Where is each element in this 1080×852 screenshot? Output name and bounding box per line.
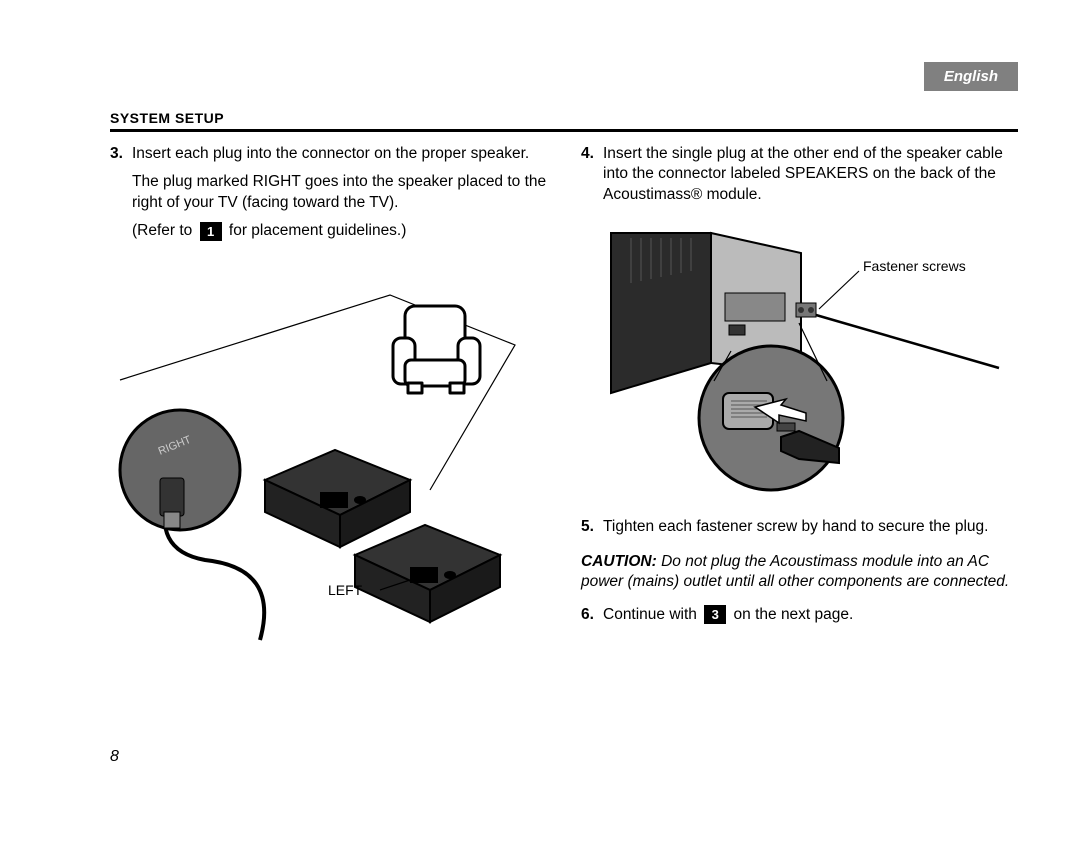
step-5: 5. Tighten each fastener screw by hand t…	[581, 517, 1018, 545]
step5-p1: Tighten each fastener screw by hand to s…	[603, 517, 1018, 537]
step3-p1: Insert each plug into the connector on t…	[132, 144, 547, 164]
step-num: 5.	[581, 517, 603, 545]
step3-p2: The plug marked RIGHT goes into the spea…	[132, 172, 547, 213]
step-6: 6. Continue with 3 on the next page.	[581, 605, 1018, 633]
step-num: 4.	[581, 144, 603, 213]
callout-fastener: Fastener screws	[863, 258, 966, 274]
step6-p: Continue with 3 on the next page.	[603, 605, 1018, 625]
caution-label: CAUTION:	[581, 553, 657, 570]
language-tab: English	[924, 62, 1018, 91]
step4-p1: Insert the single plug at the other end …	[603, 144, 1018, 205]
section-header: SYSTEM SETUP	[110, 110, 1018, 132]
label-left: LEFT	[328, 582, 363, 598]
step3-refer: (Refer to 1 for placement guidelines.)	[132, 221, 547, 241]
ref-box-3: 3	[704, 605, 726, 624]
ref-box-1: 1	[200, 222, 222, 241]
step-4: 4. Insert the single plug at the other e…	[581, 144, 1018, 213]
right-column: 4. Insert the single plug at the other e…	[581, 144, 1018, 664]
caution-paragraph: CAUTION: Do not plug the Acoustimass mod…	[581, 552, 1018, 593]
step-num: 3.	[110, 144, 132, 250]
step-3: 3. Insert each plug into the connector o…	[110, 144, 547, 250]
figure-acoustimass: Fastener screws	[581, 223, 1018, 503]
page-number: 8	[110, 748, 119, 766]
figure-speakers: RIGHT	[110, 260, 547, 650]
left-column: 3. Insert each plug into the connector o…	[110, 144, 547, 664]
step-num: 6.	[581, 605, 603, 633]
